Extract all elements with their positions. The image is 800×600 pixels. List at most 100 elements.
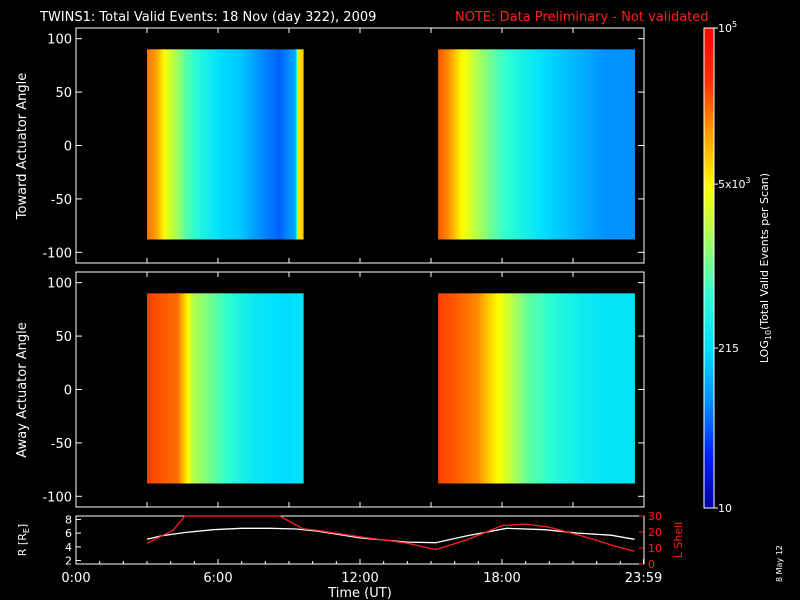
heatmap-column — [455, 293, 457, 484]
heatmap-column — [157, 293, 159, 484]
heatmap-column — [605, 49, 607, 240]
heatmap-column — [527, 49, 529, 240]
heatmap-column — [584, 293, 586, 484]
lshell-tick-label: 0 — [648, 558, 655, 571]
heatmap-column — [266, 293, 268, 484]
heatmap-column — [483, 49, 485, 240]
heatmap-column — [454, 49, 456, 240]
heatmap-column — [184, 49, 186, 240]
radius-tick-label: 4 — [65, 541, 72, 554]
heatmap-column — [190, 293, 192, 484]
heatmap-column — [564, 293, 566, 484]
lshell-tick-label: 30 — [648, 510, 662, 523]
heatmap-column — [527, 293, 529, 484]
heatmap-column — [182, 49, 184, 240]
heatmap-column — [508, 293, 510, 484]
toward-y-ticks: 100 50 0 -50 -100 — [42, 28, 645, 263]
heatmap-column — [521, 293, 523, 484]
heatmap-column — [464, 49, 466, 240]
heatmap-column — [246, 293, 248, 484]
heatmap-column — [480, 49, 482, 240]
heatmap-column — [159, 49, 161, 240]
heatmap-column — [547, 293, 549, 484]
time-axis-label: Time (UT) — [327, 586, 392, 600]
heatmap-column — [523, 293, 525, 484]
heatmap-column — [238, 293, 240, 484]
heatmap-column — [570, 293, 572, 484]
heatmap-column — [250, 293, 252, 484]
heatmap-column — [602, 49, 604, 240]
heatmap-column — [612, 293, 614, 484]
heatmap-column — [170, 49, 172, 240]
heatmap-column — [611, 293, 613, 484]
heatmap-column — [247, 49, 249, 240]
heatmap-column — [213, 49, 215, 240]
figure-title: TWINS1: Total Valid Events: 18 Nov (day … — [39, 10, 376, 25]
heatmap-column — [175, 49, 177, 240]
heatmap-column — [490, 49, 492, 240]
heatmap-column — [453, 49, 455, 240]
away-heatmap-cells — [147, 293, 635, 484]
heatmap-column — [500, 293, 502, 484]
heatmap-column — [491, 49, 493, 240]
heatmap-column — [571, 49, 573, 240]
heatmap-column — [176, 293, 178, 484]
heatmap-column — [185, 49, 187, 240]
heatmap-column — [458, 49, 460, 240]
heatmap-column — [296, 49, 298, 240]
heatmap-column — [494, 49, 496, 240]
heatmap-column — [565, 49, 567, 240]
heatmap-column — [601, 293, 603, 484]
heatmap-column — [608, 49, 610, 240]
heatmap-column — [293, 293, 295, 484]
heatmap-column — [251, 49, 253, 240]
y-tick-label: 0 — [64, 140, 72, 155]
heatmap-column — [514, 49, 516, 240]
heatmap-column — [526, 49, 528, 240]
heatmap-column — [535, 49, 537, 240]
heatmap-column — [147, 293, 149, 484]
heatmap-column — [272, 293, 274, 484]
heatmap-column — [151, 49, 153, 240]
heatmap-column — [539, 49, 541, 240]
heatmap-column — [294, 293, 296, 484]
heatmap-column — [246, 49, 248, 240]
heatmap-column — [557, 293, 559, 484]
heatmap-column — [301, 293, 303, 484]
heatmap-column — [475, 293, 477, 484]
y-tick-label: -100 — [42, 246, 72, 261]
y-tick-label: -50 — [51, 437, 72, 452]
heatmap-column — [455, 49, 457, 240]
heatmap-column — [508, 49, 510, 240]
heatmap-column — [464, 293, 466, 484]
heatmap-column — [152, 49, 154, 240]
heatmap-column — [586, 293, 588, 484]
heatmap-column — [295, 49, 297, 240]
heatmap-column — [221, 293, 223, 484]
heatmap-column — [481, 293, 483, 484]
heatmap-column — [612, 49, 614, 240]
heatmap-column — [512, 293, 514, 484]
heatmap-column — [208, 49, 210, 240]
heatmap-column — [162, 49, 164, 240]
heatmap-column — [520, 49, 522, 240]
heatmap-column — [562, 293, 564, 484]
heatmap-column — [546, 49, 548, 240]
heatmap-column — [450, 293, 452, 484]
heatmap-column — [480, 293, 482, 484]
heatmap-column — [466, 49, 468, 240]
heatmap-column — [583, 293, 585, 484]
time-tick-label: 18:00 — [483, 571, 520, 586]
heatmap-column — [515, 293, 517, 484]
heatmap-column — [207, 49, 209, 240]
heatmap-column — [536, 49, 538, 240]
heatmap-column — [166, 49, 168, 240]
heatmap-column — [474, 49, 476, 240]
heatmap-column — [169, 49, 171, 240]
heatmap-column — [518, 293, 520, 484]
heatmap-column — [158, 293, 160, 484]
heatmap-column — [573, 293, 575, 484]
heatmap-column — [150, 49, 152, 240]
